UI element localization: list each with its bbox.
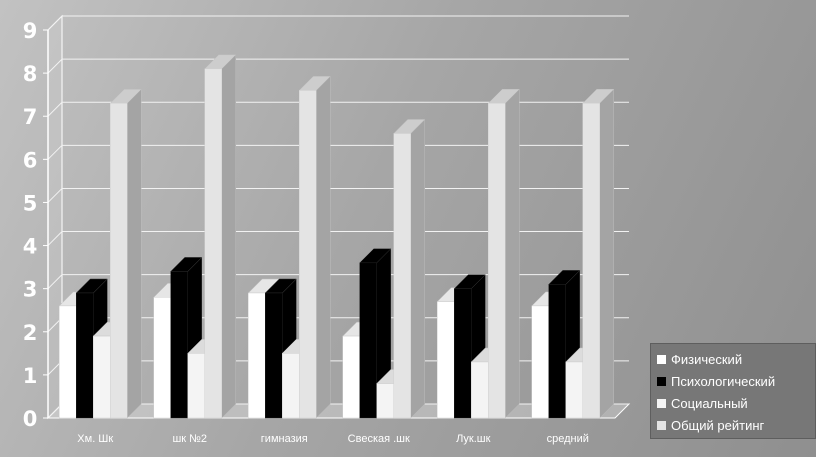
y-tick-label: 4 xyxy=(23,235,38,259)
bar-side xyxy=(127,88,142,419)
bar xyxy=(298,75,331,419)
x-tick-label: Хм. Шк xyxy=(77,433,113,445)
bar-front xyxy=(488,103,506,419)
x-tick-label: гимназия xyxy=(261,433,308,445)
bar-front xyxy=(265,292,283,419)
y-tick-label: 9 xyxy=(23,19,38,43)
y-tick-label: 3 xyxy=(23,278,38,302)
y-tick-label: 7 xyxy=(23,105,38,129)
bar-front xyxy=(359,262,377,419)
legend-swatch xyxy=(657,420,666,430)
legend-item-social: Социальный xyxy=(657,392,815,414)
gridline xyxy=(47,101,629,117)
bar-front xyxy=(204,68,222,419)
y-tick-label: 0 xyxy=(23,407,38,431)
bar-front xyxy=(93,335,111,419)
bar-front xyxy=(282,353,300,419)
bar-front xyxy=(531,305,549,419)
legend: Физический Психологический Социальный Об… xyxy=(650,343,816,439)
gridline xyxy=(47,187,629,203)
legend-swatch xyxy=(657,376,666,386)
bar-front xyxy=(376,383,394,419)
bar-side xyxy=(505,88,520,419)
x-tick-label: Лук.шк xyxy=(456,433,491,445)
y-tick-label: 8 xyxy=(23,62,38,86)
y-tick-label: 2 xyxy=(23,321,38,345)
bar xyxy=(582,88,615,419)
bar-front xyxy=(393,133,411,419)
bar-front xyxy=(59,305,77,419)
bar-front xyxy=(110,103,128,419)
bar-front xyxy=(153,297,171,419)
bar-front xyxy=(582,103,600,419)
bar-front xyxy=(437,301,455,419)
bar-front xyxy=(299,90,317,419)
bar xyxy=(487,88,520,419)
legend-item-psychological: Психологический xyxy=(657,370,815,392)
bar xyxy=(393,118,426,419)
bar xyxy=(204,54,237,419)
bar-front xyxy=(565,361,583,419)
bar-front xyxy=(471,361,489,419)
legend-label: Общий рейтинг xyxy=(671,417,765,433)
legend-label: Физический xyxy=(671,351,743,367)
x-tick-label: средний xyxy=(547,433,589,445)
bar-front xyxy=(76,292,94,419)
y-tick-label: 5 xyxy=(23,191,38,215)
y-tick-label: 6 xyxy=(23,148,38,172)
gridline xyxy=(47,144,629,160)
gridline xyxy=(47,231,629,246)
legend-item-overall-rating: Общий рейтинг xyxy=(657,414,815,436)
bar-front xyxy=(454,288,472,419)
legend-swatch xyxy=(657,398,666,408)
bar-front xyxy=(170,271,188,419)
legend-label: Психологический xyxy=(671,373,776,389)
bar-front xyxy=(248,292,266,419)
legend-swatch xyxy=(657,354,666,364)
legend-item-physical: Физический xyxy=(657,348,815,370)
bar-front xyxy=(187,353,205,419)
y-tick-label: 1 xyxy=(23,364,38,388)
gridline xyxy=(47,274,629,290)
gridline xyxy=(47,58,629,74)
gridline xyxy=(47,15,629,31)
bar-side xyxy=(316,75,331,419)
bar-side xyxy=(410,118,425,419)
bar-side xyxy=(221,54,236,419)
bar-front xyxy=(342,335,360,419)
x-tick-label: шк №2 xyxy=(172,433,207,445)
legend-label: Социальный xyxy=(671,395,748,411)
bar xyxy=(109,88,142,419)
bar-side xyxy=(599,88,614,419)
x-tick-label: Свеская .шк xyxy=(348,433,410,445)
bar-front xyxy=(548,284,566,419)
